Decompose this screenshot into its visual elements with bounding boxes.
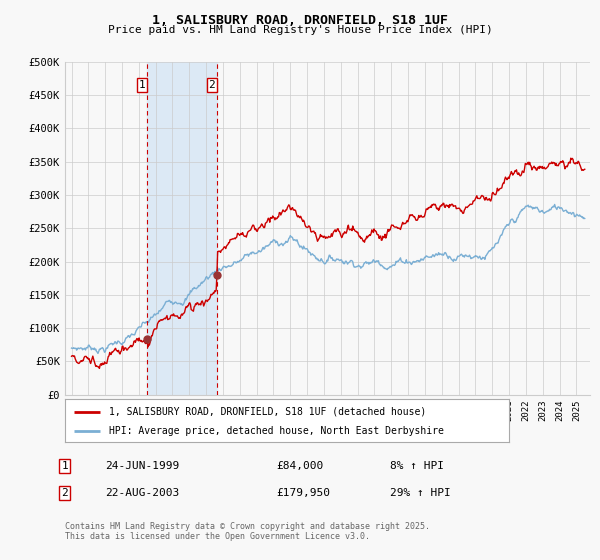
Text: Price paid vs. HM Land Registry's House Price Index (HPI): Price paid vs. HM Land Registry's House … [107, 25, 493, 35]
Text: 1, SALISBURY ROAD, DRONFIELD, S18 1UF (detached house): 1, SALISBURY ROAD, DRONFIELD, S18 1UF (d… [109, 407, 427, 417]
Text: Contains HM Land Registry data © Crown copyright and database right 2025.
This d: Contains HM Land Registry data © Crown c… [65, 522, 430, 542]
Text: £179,950: £179,950 [276, 488, 330, 498]
Text: 8% ↑ HPI: 8% ↑ HPI [390, 461, 444, 471]
Text: 1: 1 [61, 461, 68, 471]
Text: 1, SALISBURY ROAD, DRONFIELD, S18 1UF: 1, SALISBURY ROAD, DRONFIELD, S18 1UF [152, 14, 448, 27]
Text: 24-JUN-1999: 24-JUN-1999 [105, 461, 179, 471]
Text: HPI: Average price, detached house, North East Derbyshire: HPI: Average price, detached house, Nort… [109, 427, 444, 436]
Text: 29% ↑ HPI: 29% ↑ HPI [390, 488, 451, 498]
Text: £84,000: £84,000 [276, 461, 323, 471]
Text: 22-AUG-2003: 22-AUG-2003 [105, 488, 179, 498]
Bar [147, 62, 217, 395]
Text: 2: 2 [208, 80, 215, 90]
Text: 2: 2 [61, 488, 68, 498]
Text: 1: 1 [139, 80, 145, 90]
